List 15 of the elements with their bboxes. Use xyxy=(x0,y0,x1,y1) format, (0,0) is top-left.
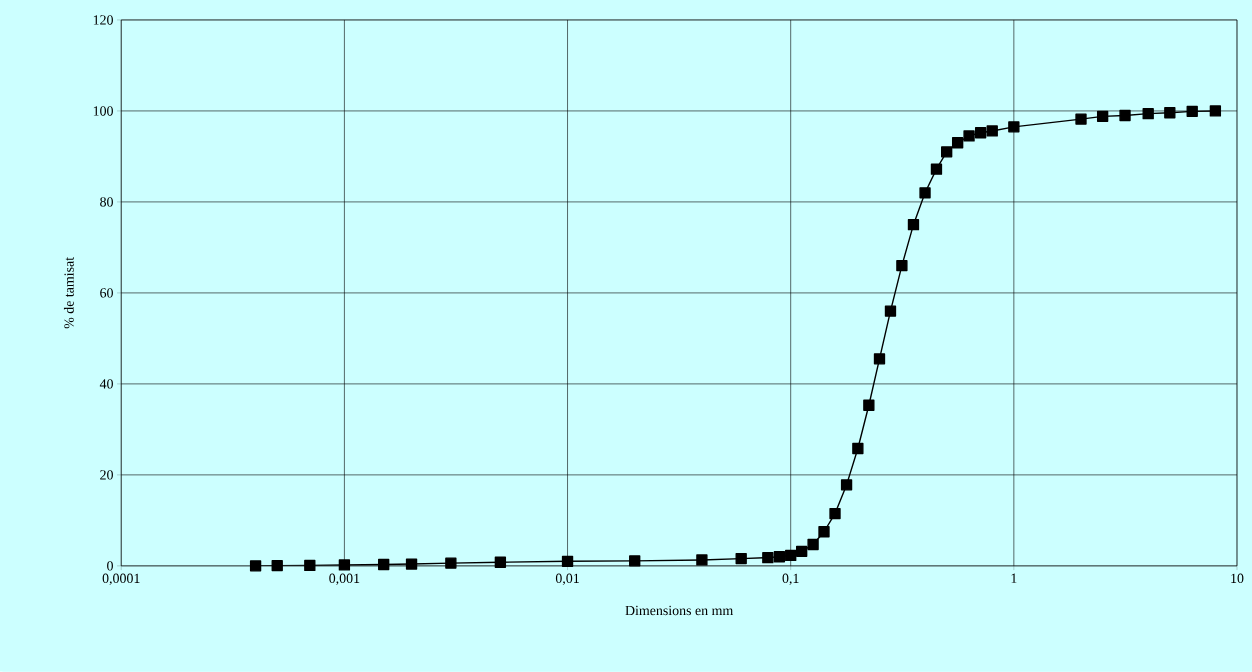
y-tick-label: 60 xyxy=(100,288,113,298)
x-tick-label: 0,1 xyxy=(782,573,799,586)
x-tick-label: 0,01 xyxy=(555,573,579,586)
y-tick-label: 0 xyxy=(107,561,113,571)
x-tick-label: 0,001 xyxy=(329,573,360,586)
y-tick-label: 120 xyxy=(93,15,113,25)
x-tick-label: 10 xyxy=(1231,573,1244,584)
x-tick-label: 0,0001 xyxy=(102,573,140,586)
x-axis-title: Dimensions en mm xyxy=(625,605,734,616)
y-tick-label: 100 xyxy=(93,106,113,116)
x-tick-label: 1 xyxy=(1011,573,1017,583)
y-tick-label: 40 xyxy=(99,379,113,389)
y-tick-label: 80 xyxy=(100,197,113,207)
y-tick-label: 20 xyxy=(100,470,113,480)
y-axis-title: % de tamisat xyxy=(63,257,74,329)
